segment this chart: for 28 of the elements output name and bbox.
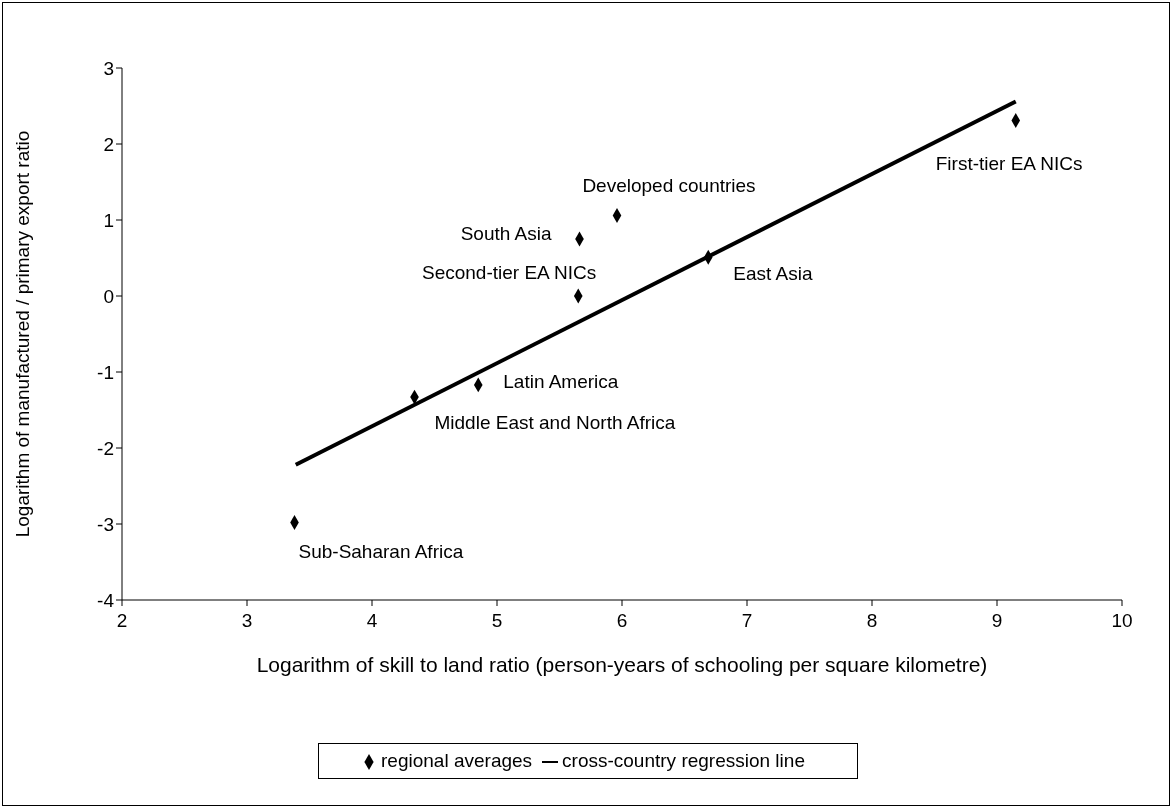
annotation: Latin America bbox=[503, 371, 619, 393]
y-tick-label: -1 bbox=[97, 361, 114, 383]
x-tick-label: 5 bbox=[491, 610, 503, 632]
y-tick-label: -2 bbox=[97, 437, 114, 459]
annotation: Developed countries bbox=[582, 174, 756, 196]
x-axis-title: Logarithm of skill to land ratio (person-years of schooling per square kilometre) bbox=[255, 652, 989, 678]
annotation: Sub-Saharan Africa bbox=[298, 540, 464, 562]
y-tick-label: 2 bbox=[103, 133, 114, 155]
x-tick-label: 3 bbox=[241, 610, 253, 632]
legend-label: cross-country regression line bbox=[562, 750, 805, 771]
x-tick-label: 7 bbox=[741, 610, 753, 632]
annotation: East Asia bbox=[733, 262, 813, 284]
x-tick-label: 8 bbox=[866, 610, 878, 632]
y-tick-label: 3 bbox=[103, 57, 114, 79]
y-tick-label: 0 bbox=[103, 285, 114, 307]
y-tick-label: -4 bbox=[97, 589, 115, 611]
legend-label: regional averages bbox=[381, 750, 533, 771]
y-tick-label: 1 bbox=[103, 209, 114, 231]
y-axis-title: Logarithm of manufactured / primary export ratio bbox=[11, 130, 33, 538]
x-tick-label: 10 bbox=[1111, 610, 1133, 632]
annotation: Second-tier EA NICs bbox=[422, 261, 597, 283]
annotation: South Asia bbox=[460, 222, 552, 244]
annotation: First-tier EA NICs bbox=[935, 152, 1083, 174]
x-tick-label: 6 bbox=[616, 610, 628, 632]
annotation: Middle East and North Africa bbox=[434, 411, 676, 433]
x-tick-label: 4 bbox=[366, 610, 378, 632]
x-tick-label: 9 bbox=[991, 610, 1003, 632]
y-tick-label: -3 bbox=[97, 513, 114, 535]
